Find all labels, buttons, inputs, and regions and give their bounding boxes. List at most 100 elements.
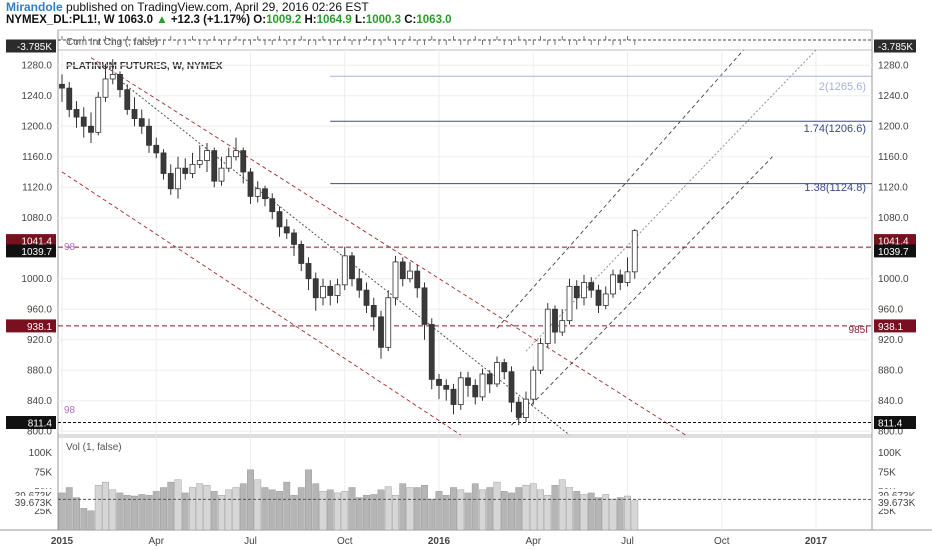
candle-body [146, 125, 152, 146]
candle-body [327, 285, 334, 296]
right-price-scale[interactable] [872, 30, 932, 530]
volume-bar [276, 491, 283, 531]
volume-bar [508, 492, 515, 531]
label-98-lower: 98 [64, 405, 76, 416]
volume-bar [421, 484, 428, 531]
tag-prev-close-right-text: 1039.7 [878, 247, 909, 258]
chart-title: PLATINUM FUTURES, W, NYMEX [66, 61, 223, 72]
volume-bar [486, 487, 494, 531]
y-tick-label-right: 1200.0 [878, 122, 909, 133]
volume-bar [334, 492, 341, 531]
candle-body [109, 73, 116, 80]
candle-body [95, 96, 102, 133]
volume-bar [203, 484, 211, 531]
volume-bar [616, 497, 624, 531]
x-tick-label: 2016 [428, 536, 451, 547]
uptrend-mid-line [525, 49, 817, 352]
candle-body [262, 188, 268, 200]
y-tick-label-right: 1280.0 [878, 61, 909, 72]
symbol-label[interactable]: NYMEX_DL:PL1!, W [6, 14, 115, 26]
left-price-scale[interactable] [0, 30, 58, 530]
low-value: 1000.3 [365, 14, 402, 26]
candle-body [182, 167, 189, 174]
volume-bar [312, 483, 320, 531]
candle-body [233, 150, 239, 158]
y-tick-label-right: 880.0 [878, 366, 903, 377]
candle-body [631, 230, 638, 273]
tag-support-938-right [874, 319, 916, 333]
candle-body [581, 282, 587, 299]
volume-bar [297, 487, 305, 531]
volume-bar [413, 487, 421, 531]
volume-bar [529, 483, 537, 531]
candle-body [138, 118, 145, 127]
tag-support-938-left [6, 319, 56, 333]
volume-bar [94, 484, 102, 531]
candle-body [80, 116, 87, 127]
volume-bar [80, 508, 88, 531]
volume-bar [283, 481, 291, 531]
volume-bar [247, 469, 254, 531]
candle-body [167, 173, 174, 190]
volume-bar [109, 489, 117, 531]
volume-bar [102, 481, 109, 531]
volume-bar [558, 479, 566, 531]
price-change: +12.3 (+1.17%) [170, 14, 251, 26]
tag-last-price-left-text: 1041.4 [21, 237, 52, 248]
close-value: 1063.0 [416, 14, 452, 26]
candle-body [588, 282, 595, 291]
candle-body [124, 89, 131, 110]
candle-body [566, 285, 573, 322]
chart-header-line-1: Mirandole published on TradingView.com, … [6, 1, 369, 14]
fib-label-138: 1.38(1124.8) [804, 182, 866, 194]
volume-bar [218, 495, 225, 531]
open-label: O: [253, 14, 267, 26]
volume-bar [254, 479, 262, 531]
volume-bar [580, 494, 588, 531]
volume-bar [544, 495, 552, 531]
y-tick-label-left: 880.0 [27, 366, 52, 377]
tag-support-811-left [6, 415, 56, 429]
candle-body [73, 109, 80, 118]
volume-bar [515, 487, 523, 531]
author-name[interactable]: Mirandole [6, 0, 63, 14]
vol-tick-label-left: 25K [34, 506, 52, 517]
tag-support-811-left-text: 811.4 [28, 418, 53, 429]
candle-body [363, 289, 370, 306]
price-pane[interactable] [57, 49, 873, 436]
volume-bar [595, 497, 602, 531]
volume-bar [232, 487, 240, 531]
y-tick-label-right: 1000.0 [878, 274, 909, 285]
candle-body [602, 293, 609, 306]
volume-bar [319, 491, 327, 531]
candle-body [443, 385, 450, 390]
candle-body [320, 285, 326, 299]
candle-body [385, 297, 392, 348]
volume-bar [87, 510, 95, 531]
candle-body [407, 270, 413, 280]
y-tick-label-left: 1080.0 [21, 213, 52, 224]
x-tick-label: Oct [714, 536, 730, 547]
last-price: 1063.0 [117, 14, 154, 26]
high-value: 1064.9 [316, 14, 352, 26]
volume-bar [522, 484, 530, 531]
volume-bar [384, 486, 392, 531]
volume-bar [210, 491, 218, 531]
tag-support-938-right-text: 938.1 [878, 322, 903, 333]
volume-bar [370, 494, 378, 531]
tag-indicator-left [6, 39, 56, 53]
low-label: L: [355, 14, 366, 26]
tag-last-price-left [6, 234, 56, 248]
horizontal-levels [58, 39, 872, 423]
candle-body [276, 211, 283, 228]
tag-indicator-right-text: -3.785K [878, 42, 913, 53]
volume-bar [123, 495, 131, 531]
close-label: C: [404, 14, 417, 26]
tag-vol-ma-2-right-text: 39.673K [878, 498, 916, 509]
y-tick-label-left: 800.0 [27, 427, 52, 438]
y-tick-label-right: 960.0 [878, 305, 903, 316]
candle-body [465, 377, 471, 386]
candle-body [399, 261, 406, 280]
